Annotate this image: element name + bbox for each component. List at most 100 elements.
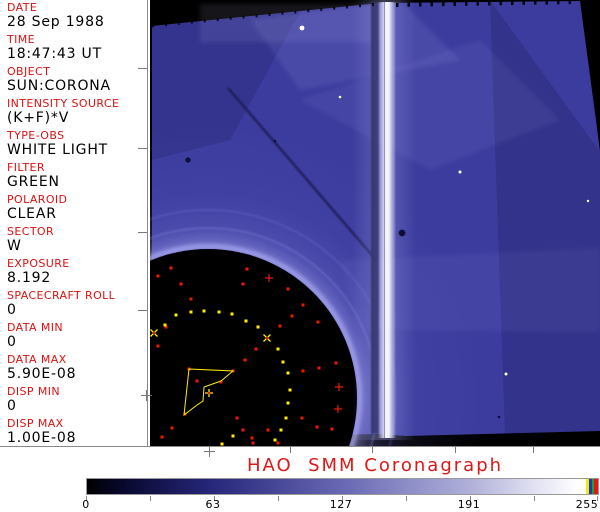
field-value: W: [7, 238, 22, 254]
bright-spot: [586, 199, 590, 203]
yellow-dot: [279, 428, 283, 432]
field-value: (K+F)*V: [7, 110, 70, 126]
field-label: TIME: [7, 33, 36, 46]
colorbar-tick-label: 127: [329, 498, 353, 511]
bright-spot: [504, 372, 508, 376]
field-label: TYPE-OBS: [7, 129, 65, 142]
bottom-axis-tick: [290, 447, 291, 453]
image-title: HAO SMM Coronagraph: [246, 455, 504, 476]
red-dot: [189, 297, 193, 301]
yellow-dot: [273, 438, 277, 442]
red-dot: [286, 287, 290, 291]
yellow-dot: [202, 309, 206, 313]
yellow-dot: [231, 434, 235, 438]
left-plus-marker: [141, 390, 152, 401]
dark-spot: [398, 229, 406, 237]
yellow-dot: [288, 388, 292, 392]
yellow-dot: [284, 416, 288, 420]
colorbar-overlay-stripe: [589, 479, 592, 494]
field-label: DISP MIN: [7, 385, 60, 398]
yellow-dot: [256, 325, 260, 329]
dark-spot: [273, 139, 277, 143]
field-label: DATA MAX: [7, 353, 67, 366]
field-value: GREEN: [7, 174, 60, 190]
red-dot: [278, 324, 282, 328]
yellow-dot: [276, 347, 280, 351]
field-value: CLEAR: [7, 206, 57, 222]
metadata-field-disp-max: DISP MAX 1.00E-08: [7, 418, 145, 446]
metadata-field-spacecraft-roll: SPACECRAFT ROLL 0: [7, 290, 145, 318]
red-dot: [301, 369, 305, 373]
colorbar-tick: [214, 496, 215, 501]
red-dot: [276, 441, 280, 445]
field-label: EXPOSURE: [7, 257, 70, 270]
sky-image-layers: [150, 0, 600, 446]
field-label: SPACECRAFT ROLL: [7, 289, 116, 302]
metadata-field-data-min: DATA MIN 0: [7, 322, 145, 350]
red-dot: [179, 282, 183, 286]
red-dot: [245, 267, 249, 271]
red-dot: [156, 274, 160, 278]
field-label: DATE: [7, 1, 38, 14]
field-label: SECTOR: [7, 225, 55, 238]
colorbar-overlay-stripe: [592, 479, 594, 494]
red-dot: [170, 426, 174, 430]
field-label: FILTER: [7, 161, 45, 174]
yellow-dot: [174, 313, 178, 317]
colorbar-tick: [597, 496, 598, 501]
field-value: SUN:CORONA: [7, 78, 111, 94]
field-value: 0: [7, 334, 17, 350]
field-value: 5.90E-08: [7, 366, 77, 382]
red-dot: [156, 344, 160, 348]
metadata-field-type-obs: TYPE-OBS WHITE LIGHT: [7, 130, 145, 158]
yellow-dot: [189, 310, 193, 314]
colorbar-tick: [150, 496, 151, 501]
dark-spot: [497, 415, 501, 419]
bottom-axis-tick: [533, 447, 534, 453]
bright-spot: [299, 25, 305, 31]
colorbar-tick: [406, 496, 407, 501]
red-dot: [195, 379, 199, 383]
yellow-dot: [281, 360, 285, 364]
field-value: 0: [7, 302, 17, 318]
left-axis-tick: [138, 310, 147, 311]
yellow-dot: [230, 312, 234, 316]
colorbar-tick-label: 255: [575, 498, 599, 511]
left-axis-tick: [138, 148, 147, 149]
red-dot: [290, 314, 294, 318]
bright-spot: [458, 170, 462, 174]
red-dot: [169, 266, 173, 270]
colorbar-tick-label: 191: [457, 498, 481, 511]
red-dot: [254, 347, 258, 351]
dark-spot: [185, 157, 191, 163]
colorbar-tick: [470, 496, 471, 501]
colorbar-tick: [278, 496, 279, 501]
plot-bottom-border: [0, 446, 600, 447]
red-dot: [243, 358, 247, 362]
panel-divider: [147, 0, 148, 447]
field-value: 18:47:43 UT: [7, 46, 102, 62]
colorbar-tick-label: 63: [205, 498, 221, 511]
yellow-dot: [163, 323, 167, 327]
red-dot: [164, 325, 168, 329]
coronagraph-image: [150, 0, 600, 446]
red-dot: [241, 282, 245, 286]
field-value: 8.192: [7, 270, 52, 286]
yellow-dot: [244, 319, 248, 323]
bottom-axis-tick: [455, 447, 456, 453]
field-label: OBJECT: [7, 65, 51, 78]
yellow-x-marker-center: [266, 337, 268, 339]
colorbar-tick-label: 0: [82, 498, 90, 511]
metadata-field-object: OBJECT SUN:CORONA: [7, 66, 145, 94]
red-dot: [241, 428, 245, 432]
bright-spot: [338, 95, 342, 99]
yellow-dot: [217, 310, 221, 314]
field-value: 0: [7, 398, 17, 414]
metadata-field-time: TIME 18:47:43 UT: [7, 34, 145, 62]
metadata-field-filter: FILTER GREEN: [7, 162, 145, 190]
red-dot: [317, 366, 321, 370]
coronagraph-image-svg: [150, 0, 600, 446]
metadata-panel: DATE 28 Sep 1988 TIME 18:47:43 UT OBJECT SUN:…: [0, 0, 147, 448]
left-axis-tick: [138, 232, 147, 233]
